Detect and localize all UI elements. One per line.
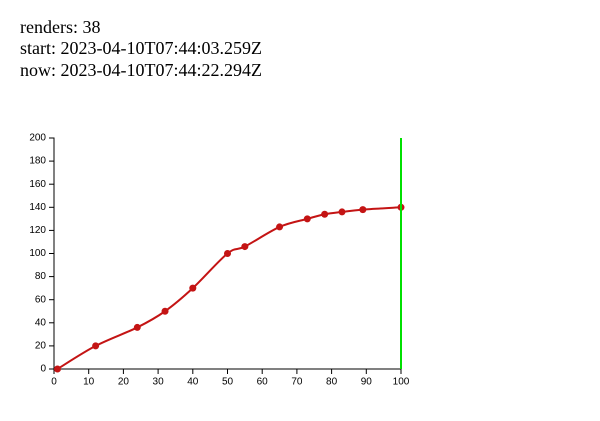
- y-tick-label: 80: [35, 271, 47, 282]
- point: [338, 208, 346, 216]
- x-tick-label: 20: [118, 377, 130, 388]
- y-tick-label: 120: [29, 225, 46, 236]
- point: [133, 323, 141, 331]
- point: [359, 206, 367, 214]
- point: [189, 284, 197, 292]
- x-tick-label: 90: [361, 377, 373, 388]
- y-tick-label: 60: [35, 294, 47, 305]
- x-tick-label: 10: [83, 377, 95, 388]
- x-tick-label: 40: [187, 377, 199, 388]
- line: [56, 206, 402, 370]
- start-text: start: 2023-04-10T07:44:03.259Z: [20, 38, 262, 58]
- x-tick-label: 100: [393, 377, 410, 388]
- point: [224, 250, 231, 257]
- point: [92, 342, 100, 350]
- x-tick-label: 70: [291, 377, 303, 388]
- y-tick-label: 100: [29, 248, 46, 259]
- x-tick-label: 0: [51, 377, 57, 388]
- point: [241, 243, 249, 251]
- point: [321, 210, 329, 218]
- y-tick-label: 40: [35, 317, 47, 328]
- y-tick-label: 200: [29, 133, 46, 144]
- x-tick-label: 80: [326, 377, 338, 388]
- x-tick-label: 60: [257, 377, 269, 388]
- x-tick-label: 50: [222, 377, 234, 388]
- x-tick-label: 30: [153, 377, 165, 388]
- point: [303, 215, 311, 223]
- now-text: now: 2023-04-10T07:44:22.294Z: [20, 60, 262, 80]
- renders-text: renders: 38: [20, 17, 100, 37]
- y-tick-label: 160: [29, 179, 46, 190]
- point: [276, 223, 284, 231]
- point: [161, 307, 169, 315]
- y-tick-label: 0: [40, 364, 46, 375]
- point: [53, 365, 61, 373]
- y-tick-label: 180: [29, 156, 46, 167]
- y-tick-label: 20: [35, 341, 47, 352]
- y-tick-label: 140: [29, 202, 46, 213]
